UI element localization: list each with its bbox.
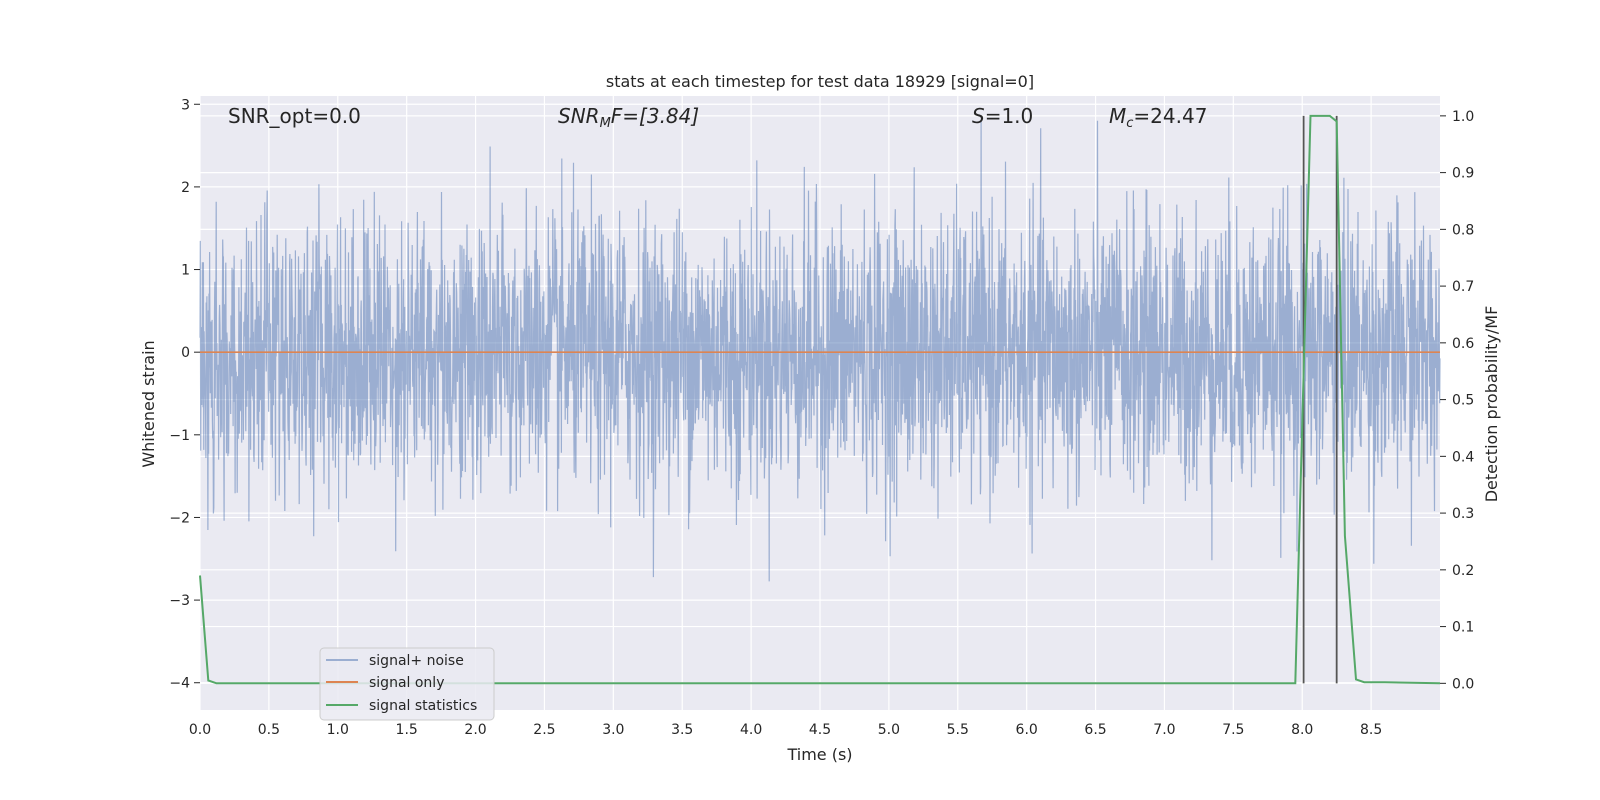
x-tick-label: 8.0: [1291, 722, 1313, 738]
statistics-line: [199, 114, 1441, 685]
y2-tick-label: 0.0: [1452, 676, 1474, 692]
x-tick-label: 0.5: [258, 722, 280, 738]
x-tick-label: 1.5: [396, 722, 418, 738]
y2-tick-label: 0.8: [1452, 222, 1474, 238]
x-axis-ticks: 0.0 0.5 1.0 1.5 2.0 2.5 3.0 3.5 4.0 4.5 5.0 5.5 6.0 6…: [189, 722, 1382, 738]
x-tick-label: 5.5: [947, 722, 969, 738]
annotation-snr-mf: SNRMF=[3.84]: [558, 104, 699, 131]
y2-tick-label: 1.0: [1452, 109, 1474, 125]
legend-label-statistics: signal statistics: [369, 698, 477, 714]
x-tick-label: 3.5: [671, 722, 693, 738]
x-tick-label: 7.0: [1153, 722, 1175, 738]
legend: signal+ noise signal only signal statist…: [319, 647, 495, 721]
series-signal-statistics: [199, 114, 1441, 685]
y-tick-label: −2: [169, 510, 190, 526]
x-axis-label: Time (s): [786, 745, 852, 764]
x-tick-label: 5.0: [878, 722, 900, 738]
x-tick-label: 8.5: [1360, 722, 1382, 738]
x-tick-label: 4.0: [740, 722, 762, 738]
annotations: SNR_opt=0.0 SNRMF=[3.84] S=1.0 Mc=24.47: [228, 104, 1207, 131]
x-tick-label: 7.5: [1222, 722, 1244, 738]
y2-tick-label: 0.3: [1452, 506, 1474, 522]
x-tick-label: 2.5: [533, 722, 555, 738]
x-tick-label: 6.5: [1084, 722, 1106, 738]
y-tick-label: 3: [181, 97, 190, 113]
x-tick-label: 2.0: [464, 722, 486, 738]
annotation-snr-opt: SNR_opt=0.0: [228, 104, 361, 128]
legend-label-signal: signal only: [369, 675, 444, 691]
x-tick-label: 3.0: [602, 722, 624, 738]
series-signal-noise: [199, 120, 1441, 582]
y2-tick-label: 0.2: [1452, 563, 1474, 579]
y2-tick-label: 0.1: [1452, 620, 1474, 636]
y-axis-label: Whitened strain: [139, 340, 158, 467]
x-tick-label: 6.0: [1016, 722, 1038, 738]
annotation-mc: Mc=24.47: [1109, 104, 1207, 131]
y-tick-label: −4: [169, 676, 190, 692]
y-tick-label: −3: [169, 593, 190, 609]
y2-tick-label: 0.9: [1452, 166, 1474, 182]
y2-tick-label: 0.7: [1452, 279, 1474, 295]
y2-tick-label: 0.6: [1452, 336, 1474, 352]
x-tick-label: 0.0: [189, 722, 211, 738]
y2-tick-label: 0.5: [1452, 393, 1474, 409]
y2-tick-label: 0.4: [1452, 449, 1474, 465]
y-axis-ticks: 3 2 1 0 −1 −2 −3 −4: [169, 97, 200, 692]
y2-axis-label: Detection probability/MF: [1482, 306, 1501, 503]
y-tick-label: 1: [181, 263, 190, 279]
x-tick-label: 4.5: [809, 722, 831, 738]
legend-box: [319, 647, 495, 721]
chart-title: stats at each timestep for test data 189…: [606, 72, 1034, 91]
x-tick-label: 1.0: [327, 722, 349, 738]
y-tick-label: −1: [169, 428, 190, 444]
annotation-s: S=1.0: [972, 104, 1033, 128]
y-tick-label: 0: [181, 345, 190, 361]
y2-axis-ticks: 1.0 0.9 0.8 0.7 0.6 0.5 0.4 0.3 0.2 0.1 0.0: [1440, 109, 1474, 692]
legend-label-noise: signal+ noise: [369, 653, 464, 669]
noise-trace: [199, 120, 1441, 582]
y-tick-label: 2: [181, 180, 190, 196]
